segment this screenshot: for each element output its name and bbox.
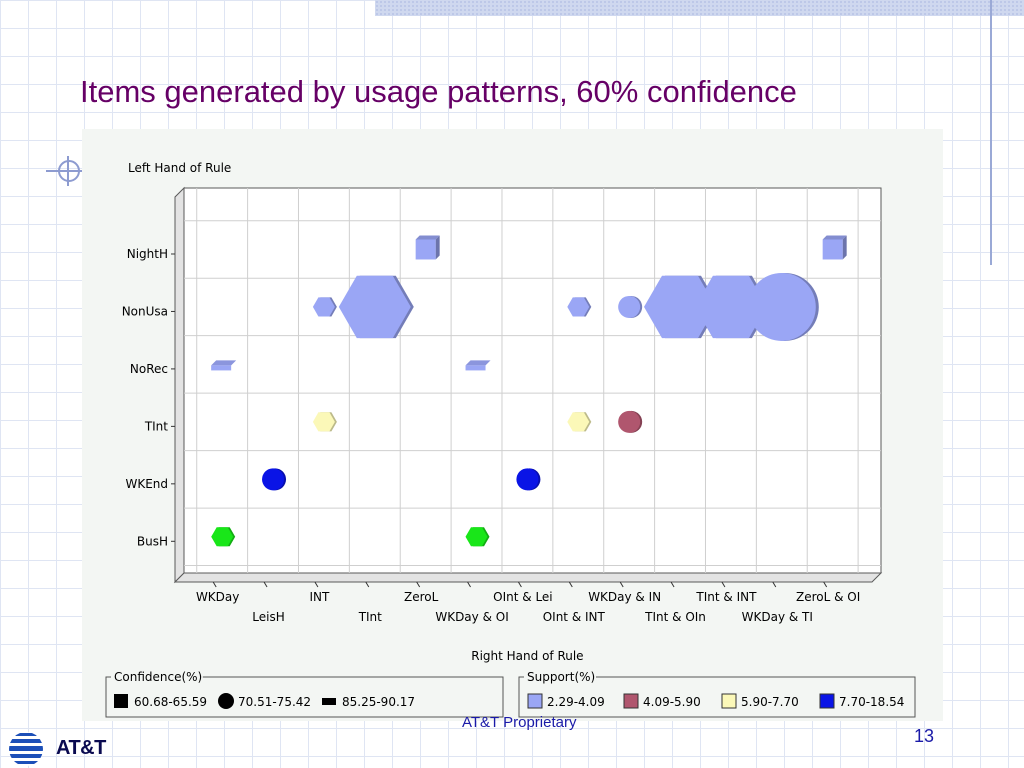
x-tick: [467, 581, 471, 588]
legend-confidence-label: 85.25-90.17: [342, 695, 415, 709]
y-tick-label-tint: TInt: [144, 419, 168, 433]
x-tick-label-zerol: ZeroL: [404, 590, 439, 604]
x-tick-label-int: INT: [309, 590, 330, 604]
x-tick: [568, 581, 573, 588]
y-tick-label-bush: BusH: [137, 534, 168, 548]
y-tick-label-nonusa: NonUsa: [122, 304, 168, 318]
data-point-tint-int: [312, 412, 337, 432]
legend-support-swatch: [819, 693, 835, 709]
data-point-nonusa-tint-and-oin: [644, 275, 719, 339]
legend-confidence-label: 70.51-75.42: [238, 695, 311, 709]
data-point-nonusa-wkday-and-in: [618, 295, 643, 318]
data-point-tint-wkday-and-in: [618, 410, 643, 433]
legend-confidence-title: Confidence(%): [114, 670, 202, 684]
x-tick-label-wkday: WKDay: [196, 590, 239, 604]
legend-support-swatch: [527, 693, 543, 709]
crosshair-icon: [46, 156, 86, 186]
data-point-norec-wkday: [211, 360, 237, 371]
plot-floor: [173, 572, 883, 583]
x-tick: [721, 581, 726, 588]
x-axis-title: Right Hand of Rule: [471, 649, 583, 663]
header-band: [375, 0, 1024, 16]
legend-support-title: Support(%): [527, 670, 595, 684]
x-tick: [365, 581, 370, 588]
data-point-wkend-leish: [262, 468, 287, 491]
legend-support-label: 2.29-4.09: [547, 695, 605, 709]
legend-support-swatch: [721, 693, 737, 709]
footer-proprietary-text: AT&T Proprietary: [462, 714, 577, 731]
rule-scatter-chart: NightH NonUsa NoRec TInt WKEnd BusH WKDay LeisH…: [105, 161, 916, 718]
data-point-nonusa-tint: [338, 275, 414, 339]
x-tick-label-oint-and-lei: OInt & Lei: [493, 590, 552, 604]
x-tick-label-wkday-and-in: WKDay & IN: [588, 590, 661, 604]
data-point-wkend-oint-and-lei: [516, 468, 541, 491]
x-tick-label-leish: LeisH: [252, 610, 284, 624]
data-point-bush-wkday-and-oi: [465, 527, 490, 547]
legend-support-swatch: [623, 693, 639, 709]
data-point-norec-wkday-and-oi: [465, 360, 491, 371]
att-logo: AT&T: [2, 731, 122, 767]
plot-area: [183, 187, 882, 574]
x-tick-label-wkday-and-ti: WKDay & TI: [742, 610, 813, 624]
x-tick: [314, 581, 319, 588]
data-point-nonusa-int: [312, 297, 337, 317]
x-tick: [772, 581, 777, 588]
legend-support-frame: [518, 676, 916, 718]
data-point-bush-wkday: [211, 527, 236, 547]
x-tick: [823, 581, 828, 588]
data-point-nighth-zerol: [415, 235, 440, 260]
x-tick-label-wkday-and-oi: WKDay & OI: [435, 610, 508, 624]
legend-circle-marker: [218, 693, 234, 709]
slide-title: Items generated by usage patterns, 60% c…: [80, 74, 797, 109]
legend-confidence-label: 60.68-65.59: [134, 695, 207, 709]
att-globe-icon: [9, 732, 43, 766]
page-number: 13: [914, 726, 935, 746]
legend-support-label: 5.90-7.70: [741, 695, 799, 709]
y-axis-title: Left Hand of Rule: [128, 161, 231, 175]
y-tick-label-norec: NoRec: [130, 362, 168, 376]
x-tick-label-tint-and-oin: TInt & OIn: [644, 610, 706, 624]
x-tick: [263, 581, 268, 588]
x-tick: [416, 581, 421, 588]
legend-support-label: 4.09-5.90: [643, 695, 701, 709]
x-tick: [212, 581, 217, 588]
data-point-nighth-zerol-and-oi: [822, 235, 847, 260]
x-tick: [517, 581, 522, 588]
legend-square-marker: [114, 694, 128, 708]
data-point-nonusa-wkday-and-ti: [747, 272, 819, 341]
y-tick-label-wkend: WKEnd: [125, 477, 168, 491]
legend-support-label: 7.70-18.54: [839, 695, 904, 709]
x-tick-label-oint-and-int: OInt & INT: [543, 610, 606, 624]
plot-left-wall: [174, 186, 185, 584]
x-tick-label-tint: TInt: [358, 610, 382, 624]
x-tick-label-zerol-and-oi: ZeroL & OI: [796, 590, 860, 604]
chart-panel: NightH NonUsa NoRec TInt WKEnd BusH WKDay LeisH…: [82, 129, 943, 721]
logo-text: AT&T: [56, 737, 106, 759]
data-point-nonusa-oint-and-int: [567, 297, 592, 317]
y-tick-label-nighth: NightH: [127, 247, 168, 261]
x-tick-label-tint-and-int: TInt & INT: [695, 590, 757, 604]
decorative-vertical-line: [990, 0, 992, 265]
x-tick: [619, 581, 624, 588]
x-tick: [670, 581, 675, 588]
legend-confidence-frame: [105, 676, 504, 718]
data-point-tint-oint-and-int: [567, 412, 592, 432]
legend-flat-marker: [322, 698, 336, 705]
